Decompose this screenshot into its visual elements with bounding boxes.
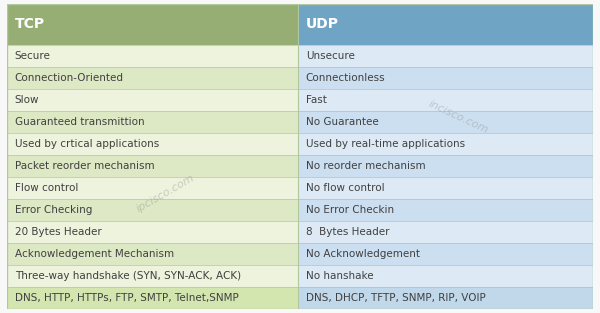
Bar [298,177,593,199]
Bar [7,133,298,155]
Bar [298,133,593,155]
Bar [298,265,593,287]
Text: Slow: Slow [15,95,40,105]
Text: Used by real-time applications: Used by real-time applications [306,139,465,149]
Text: No Acknowledgement: No Acknowledgement [306,249,420,259]
Text: 20 Bytes Header: 20 Bytes Header [15,227,101,237]
Bar [7,221,298,243]
Bar [7,111,298,133]
Bar [7,155,298,177]
Text: DNS, DHCP, TFTP, SNMP, RIP, VOIP: DNS, DHCP, TFTP, SNMP, RIP, VOIP [306,293,485,303]
Bar [7,199,298,221]
Text: Acknowledgement Mechanism: Acknowledgement Mechanism [15,249,174,259]
Bar [298,243,593,265]
Bar [7,243,298,265]
Bar [7,177,298,199]
Text: TCP: TCP [15,18,45,31]
Bar [7,67,298,89]
Bar [7,265,298,287]
Bar [7,287,298,309]
Text: Packet reorder mechanism: Packet reorder mechanism [15,161,154,171]
Bar [7,89,298,111]
Text: Three-way handshake (SYN, SYN-ACK, ACK): Three-way handshake (SYN, SYN-ACK, ACK) [15,271,241,281]
Text: UDP: UDP [306,18,339,31]
Text: No Error Checkin: No Error Checkin [306,205,394,215]
Text: Connection-Oriented: Connection-Oriented [15,73,124,83]
Bar [298,89,593,111]
Text: No hanshake: No hanshake [306,271,373,281]
Text: 8  Bytes Header: 8 Bytes Header [306,227,389,237]
Text: ipcisco.com: ipcisco.com [134,172,196,214]
Text: Flow control: Flow control [15,183,78,193]
Text: DNS, HTTP, HTTPs, FTP, SMTP, Telnet,SNMP: DNS, HTTP, HTTPs, FTP, SMTP, Telnet,SNMP [15,293,239,303]
Bar [298,4,593,45]
Bar [298,221,593,243]
Bar [7,45,298,67]
Text: Secure: Secure [15,51,50,61]
Bar [298,199,593,221]
Text: Unsecure: Unsecure [306,51,355,61]
Text: No Guarantee: No Guarantee [306,117,379,127]
Text: Fast: Fast [306,95,327,105]
Bar [298,155,593,177]
Bar [298,111,593,133]
Text: Used by crtical applications: Used by crtical applications [15,139,159,149]
Text: Connectionless: Connectionless [306,73,385,83]
Bar [298,67,593,89]
Text: Error Checking: Error Checking [15,205,92,215]
Text: Guaranteed transmittion: Guaranteed transmittion [15,117,145,127]
Bar [298,45,593,67]
Bar [7,4,298,45]
Bar [298,287,593,309]
Text: No reorder mechanism: No reorder mechanism [306,161,425,171]
Text: incisco.com: incisco.com [427,99,490,135]
Text: No flow control: No flow control [306,183,385,193]
